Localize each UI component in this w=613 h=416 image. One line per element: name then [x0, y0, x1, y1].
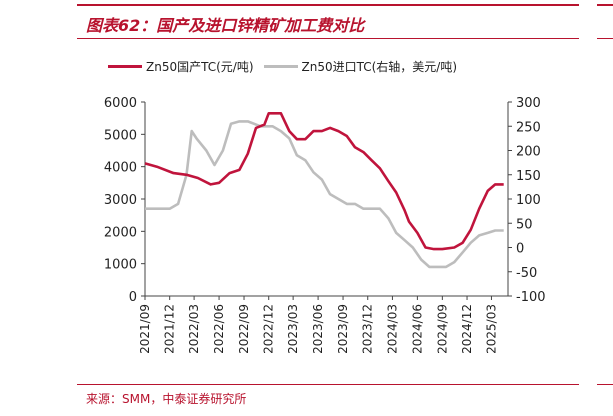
- header-rule-right: [597, 4, 613, 6]
- chart-title: 图表62：国产及进口锌精矿加工费对比: [86, 16, 365, 35]
- x-tick-label: 2023/06: [311, 304, 325, 354]
- y-left-tick-label: 4000: [104, 161, 137, 176]
- x-tick-label: 2022/09: [237, 304, 251, 354]
- y-left-tick-label: 2000: [104, 225, 137, 240]
- x-tick-label: 2023/09: [336, 304, 350, 354]
- x-tick-label: 2023/12: [361, 304, 375, 354]
- x-tick-label: 2023/03: [286, 304, 300, 354]
- y-right-tick-label: 300: [516, 96, 541, 111]
- legend-item-import: Zn50进口TC(右轴，美元/吨): [263, 58, 458, 75]
- x-tick-label: 2024/03: [385, 304, 399, 354]
- y-right-tick-label: -100: [516, 290, 546, 305]
- title-rule-right: [597, 38, 613, 39]
- series-line-import: [145, 120, 504, 269]
- series-line-domestic: [144, 112, 504, 251]
- y-right-tick-label: 200: [516, 145, 541, 160]
- y-left-tick-label: 0: [129, 290, 137, 305]
- y-right-tick-label: 0: [516, 242, 524, 257]
- y-left-tick-label: 5000: [104, 128, 137, 143]
- legend-swatch-import: [263, 65, 298, 68]
- y-right-tick-label: -50: [516, 266, 537, 281]
- chart-legend: Zn50国产TC(元/吨) Zn50进口TC(右轴，美元/吨): [108, 58, 467, 75]
- y-left-tick-label: 1000: [104, 258, 137, 273]
- y-right-tick-label: 250: [516, 120, 541, 135]
- y-right-tick-label: 150: [516, 169, 541, 184]
- x-tick-label: 2025/03: [484, 304, 498, 354]
- legend-swatch-domestic: [108, 65, 142, 68]
- y-right-tick-label: 50: [516, 217, 533, 232]
- y-left-tick-label: 6000: [104, 96, 137, 111]
- x-tick-label: 2024/12: [460, 304, 474, 354]
- chart-axes: 0 1000 2000 3000 4000 5000 6000 -100 -50 0 50 100 15…: [104, 96, 546, 354]
- x-tick-label: 2022/06: [212, 304, 226, 354]
- source-note: 来源：SMM，中泰证券研究所: [86, 392, 247, 406]
- legend-item-domestic: Zn50国产TC(元/吨): [108, 58, 254, 75]
- x-tick-label: 2021/12: [163, 304, 177, 354]
- legend-label-import: Zn50进口TC(右轴，美元/吨): [301, 60, 458, 74]
- y-right-tick-label: 100: [516, 193, 541, 208]
- x-tick-label: 2022/12: [262, 304, 276, 354]
- x-tick-label: 2021/09: [138, 304, 152, 354]
- chart-lines: [144, 112, 504, 269]
- footer-rule: [77, 384, 579, 385]
- y-left-tick-label: 3000: [104, 193, 137, 208]
- x-tick-label: 2024/09: [435, 304, 449, 354]
- x-tick-label: 2022/03: [187, 304, 201, 354]
- legend-label-domestic: Zn50国产TC(元/吨): [146, 60, 254, 74]
- x-tick-label: 2024/06: [410, 304, 424, 354]
- header-rule: [77, 4, 579, 6]
- footer-rule-right: [597, 384, 613, 385]
- title-rule: [77, 38, 579, 39]
